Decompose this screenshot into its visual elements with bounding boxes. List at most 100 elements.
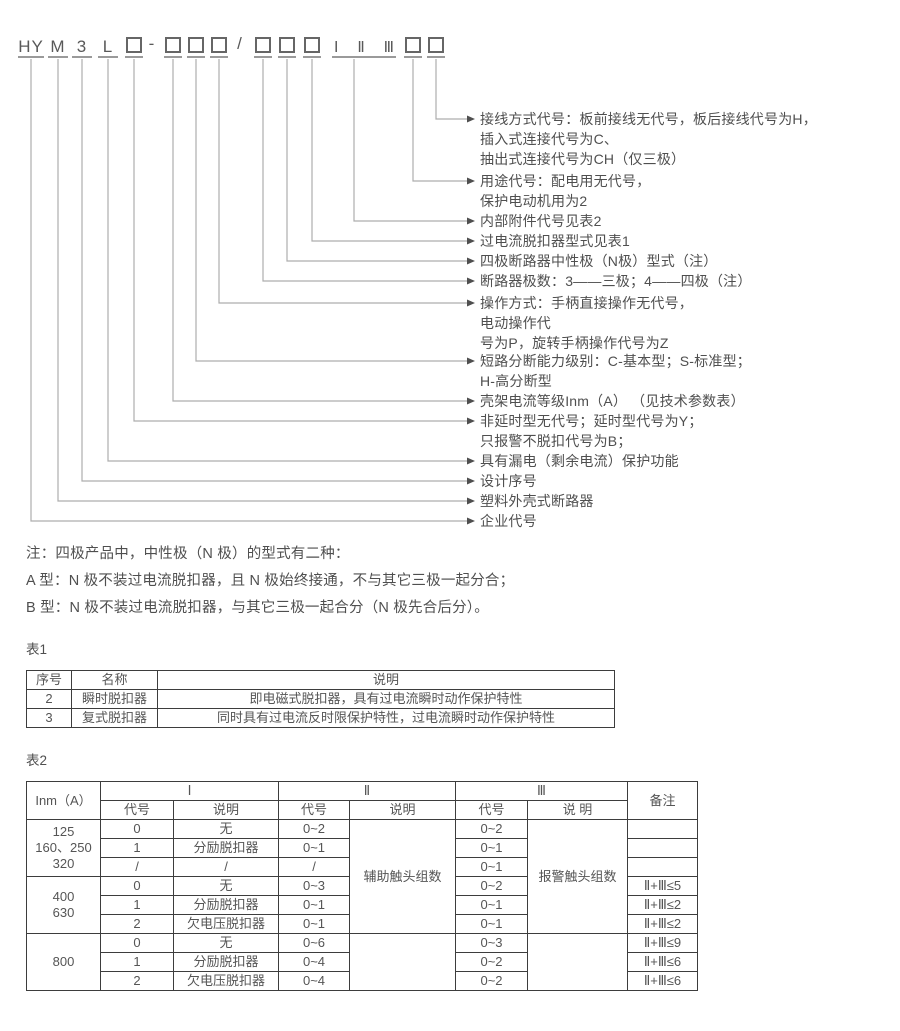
code-annotation: 企业代号 xyxy=(480,513,537,529)
trip-unit-table: 序号 名称 说明 2 瞬时脱扣器 即电磁式脱扣器，具有过电流瞬时动作保护特性 3 复式脱扣器同… xyxy=(26,670,615,728)
code-box xyxy=(278,36,296,58)
code-symbol-3: 3 xyxy=(72,36,92,58)
code-symbol-l: L xyxy=(98,36,118,58)
table-cell: 0~1 xyxy=(278,914,350,934)
code-box xyxy=(210,36,228,58)
table-cell: Ⅱ+Ⅲ≤2 xyxy=(627,914,698,934)
table-cell: 分励脱扣器 xyxy=(173,952,279,972)
code-box xyxy=(187,36,205,58)
table-cell: 报警触头组数 xyxy=(527,819,628,934)
table-cell: / xyxy=(173,857,279,877)
code-annotation: 具有漏电（剩余电流）保护功能 xyxy=(480,453,679,469)
table-cell: / xyxy=(100,857,174,877)
code-annotation: 操作方式：手柄直接操作无代号， 电动操作代 号为P，旋转手柄操作代号为Z xyxy=(480,295,693,351)
table-cell: 说明 xyxy=(173,800,279,820)
table-cell: 125 160、250 320 xyxy=(26,819,101,877)
table-cell: 代号 xyxy=(278,800,350,820)
table-cell: 0~4 xyxy=(278,952,350,972)
internal-accessories-table: Inm（A） Ⅰ Ⅱ Ⅲ 备注 代号 说明 代号 说明 代号说 明 125 160、250 320 0… xyxy=(26,781,698,991)
empty-code-box xyxy=(211,37,227,53)
code-text: - xyxy=(148,34,156,53)
table-cell: 说 明 xyxy=(527,800,628,820)
note-heading: 注：四极产品中，中性极（N 极）的型式有二种： xyxy=(26,546,350,562)
empty-code-box xyxy=(126,37,142,53)
table1-label: 表1 xyxy=(26,642,48,657)
table-cell: 0~1 xyxy=(455,895,528,915)
table-cell: 2 xyxy=(26,689,72,709)
table-cell: 0~1 xyxy=(278,895,350,915)
code-annotation: 塑料外壳式断路器 xyxy=(480,493,594,509)
empty-code-box xyxy=(304,37,320,53)
code-box xyxy=(303,36,321,58)
table-cell: 说明 xyxy=(349,800,456,820)
table-cell: 2 xyxy=(100,971,174,991)
table-cell xyxy=(527,933,628,991)
code-symbol-m: M xyxy=(48,36,68,58)
table-cell: 0 xyxy=(100,876,174,896)
code-annotation: 接线方式代号：板前接线无代号，板后接线代号为H， 插入式连接代号为C、 抽出式连… xyxy=(480,111,817,167)
code-box xyxy=(125,36,143,58)
code-annotation: 过电流脱扣器型式见表1 xyxy=(480,233,630,249)
roman-numeral: Ⅲ xyxy=(383,39,394,56)
table-cell: Ⅱ+Ⅲ≤2 xyxy=(627,895,698,915)
empty-code-box xyxy=(428,37,444,53)
empty-code-box xyxy=(188,37,204,53)
code-annotation: 设计序号 xyxy=(480,473,537,489)
table-cell: 欠电压脱扣器 xyxy=(173,914,279,934)
table-cell: 0~4 xyxy=(278,971,350,991)
table-cell xyxy=(349,933,456,991)
table-cell: Ⅱ xyxy=(278,781,456,801)
code-box xyxy=(254,36,272,58)
code-text: HY xyxy=(18,37,44,56)
table-cell: 2 xyxy=(100,914,174,934)
code-annotation: 用途代号：配电用无代号， 保护电动机用为2 xyxy=(480,173,651,209)
table2-label: 表2 xyxy=(26,753,48,768)
table-cell: 0~1 xyxy=(455,838,528,858)
code-annotation: 断路器极数：3——三极；4——四极（注） xyxy=(480,273,752,289)
table-cell: 0~2 xyxy=(455,819,528,839)
code-annotation: 内部附件代号见表2 xyxy=(480,213,602,229)
table-cell xyxy=(627,819,698,839)
code-text: L xyxy=(102,37,114,56)
table-cell: Ⅲ xyxy=(455,781,628,801)
table-cell: 辅助触头组数 xyxy=(349,819,456,934)
table-cell: 复式脱扣器 xyxy=(71,708,158,728)
code-symbol-slash: / xyxy=(234,34,246,58)
table-cell: 0~2 xyxy=(455,971,528,991)
note-type-a: A 型：N 极不装过电流脱扣器，且 N 极始终接通，不与其它三极一起分合； xyxy=(26,573,515,589)
table-cell: 0~6 xyxy=(278,933,350,953)
code-box xyxy=(404,36,422,58)
code-text: / xyxy=(237,34,243,53)
table-cell: 代号 xyxy=(455,800,528,820)
table-cell: 无 xyxy=(173,876,279,896)
table-cell: 0~2 xyxy=(455,952,528,972)
table-cell: Ⅱ+Ⅲ≤6 xyxy=(627,971,698,991)
table-cell: 分励脱扣器 xyxy=(173,838,279,858)
code-annotation: 非延时型无代号；延时型代号为Y； 只报警不脱扣代号为B； xyxy=(480,413,703,449)
code-text: M xyxy=(50,37,66,56)
table-cell: 欠电压脱扣器 xyxy=(173,971,279,991)
table-cell: 1 xyxy=(100,838,174,858)
table-cell: 0~1 xyxy=(278,838,350,858)
roman-numeral: Ⅱ xyxy=(357,39,365,56)
empty-code-box xyxy=(405,37,421,53)
table-cell: 0~2 xyxy=(455,876,528,896)
code-symbol-hy: HY xyxy=(18,36,44,58)
roman-numeral: Ⅰ xyxy=(334,39,339,56)
code-box xyxy=(164,36,182,58)
table-cell: 说明 xyxy=(157,670,615,690)
table-cell: 0 xyxy=(100,933,174,953)
table-cell: Inm（A） xyxy=(26,781,101,820)
note-type-b: B 型：N 极不装过电流脱扣器，与其它三极一起合分（N 极先合后分）。 xyxy=(26,600,489,616)
arrowhead-icons xyxy=(467,115,475,525)
table-cell: 备注 xyxy=(627,781,698,820)
table-cell: 800 xyxy=(26,933,101,991)
code-annotation: 壳架电流等级Inm（A） （见技术参数表） xyxy=(480,393,745,409)
table-cell: 瞬时脱扣器 xyxy=(71,689,158,709)
code-box xyxy=(427,36,445,58)
table-cell: 3 xyxy=(26,708,72,728)
table-cell: 0~2 xyxy=(278,819,350,839)
table-cell: 0~3 xyxy=(455,933,528,953)
table-cell: 0~1 xyxy=(455,857,528,877)
table-cell: Ⅰ xyxy=(100,781,279,801)
